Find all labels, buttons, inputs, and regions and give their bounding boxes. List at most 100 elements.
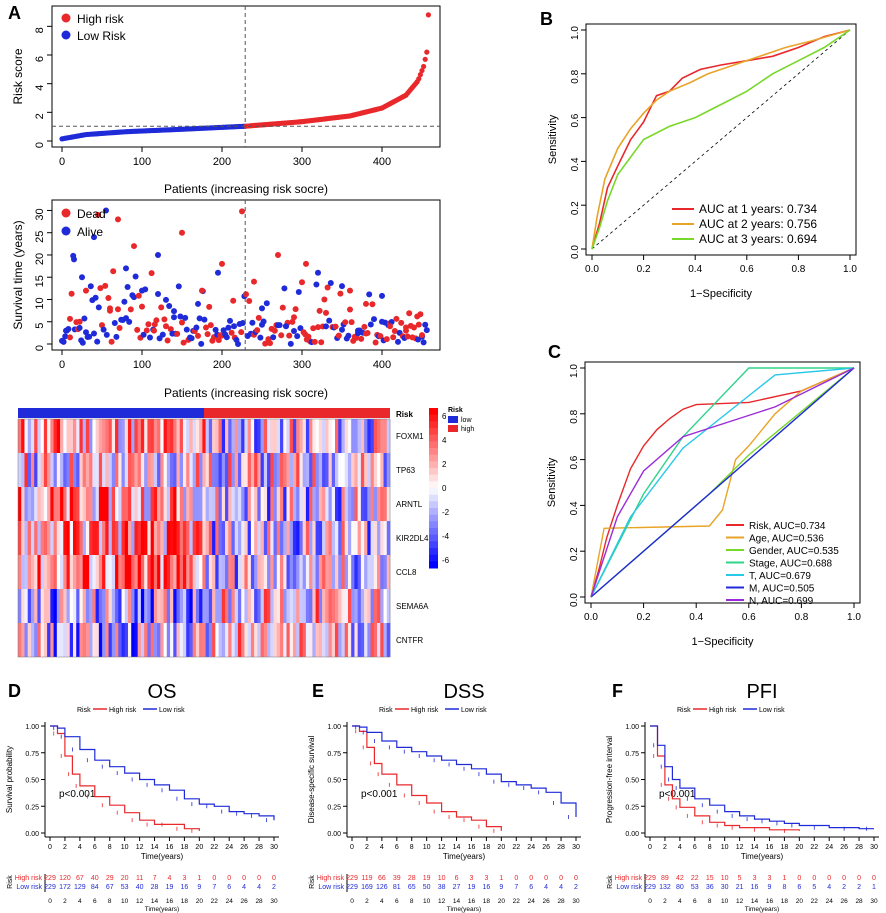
heatmap-cell [137, 623, 142, 657]
a2-legend-dead-label: Dead [77, 207, 106, 221]
a2-alive-point [147, 334, 153, 341]
a2-dead-point [116, 324, 123, 331]
f-risk-table-tick-label: 0 [648, 898, 652, 905]
heatmap-cell [370, 623, 375, 657]
heatmap-cell [250, 521, 255, 555]
heatmap-cell [267, 589, 271, 623]
b-x-axis-label: 1−Specificity [690, 288, 753, 300]
e-risk-table-cell: 27 [453, 884, 461, 891]
a2-dead-point [110, 268, 117, 275]
a2-x-tick-label: 0 [59, 359, 65, 371]
a2-alive-point [281, 285, 288, 292]
heatmap-cell [53, 555, 58, 589]
heatmap-cell [241, 419, 245, 453]
a3-colorbar-cell [429, 408, 438, 416]
f-risk-table-label: Risk [607, 875, 614, 889]
heatmap-cell [260, 521, 265, 555]
a2-dead-point [228, 329, 235, 336]
heatmap-cell [312, 555, 316, 589]
heatmap-cell [225, 487, 229, 521]
f-risk-table-cell: 4 [827, 884, 831, 891]
a2-dead-point [279, 304, 286, 311]
a1-risk-point [424, 49, 430, 55]
heatmap-cell [315, 623, 320, 657]
a2-y-tick-label: 15 [34, 275, 46, 287]
a2-alive-point [422, 321, 429, 328]
heatmap-cell [231, 453, 236, 487]
a2-alive-point [163, 296, 169, 303]
a2-dead-point [393, 315, 400, 322]
a2-dead-point [292, 306, 299, 313]
heatmap-cell [283, 623, 287, 657]
a2-alive-point [131, 294, 137, 301]
e-x-tick-label: 12 [438, 844, 446, 851]
a2-alive-point [259, 305, 265, 312]
e-legend-low-label: Low risk [461, 707, 487, 714]
heatmap-cell [47, 589, 51, 623]
heatmap-cell [289, 623, 294, 657]
d-risk-table-cell: 29 [106, 875, 114, 882]
panel-label-e: E [312, 681, 324, 701]
heatmap-cell [85, 623, 90, 657]
heatmap-cell [231, 521, 236, 555]
heatmap-cell [140, 521, 145, 555]
heatmap-cell [195, 419, 200, 453]
heatmap-cell [344, 419, 349, 453]
heatmap-cell [250, 555, 255, 589]
a2-dead-point [369, 301, 376, 308]
heatmap-cell [56, 623, 61, 657]
heatmap-cell [124, 555, 129, 589]
f-x-tick-label: 18 [781, 844, 789, 851]
heatmap-cell [79, 555, 84, 589]
heatmap-cell [118, 623, 122, 657]
heatmap-cell [118, 487, 122, 521]
a2-alive-point [91, 330, 97, 337]
d-risk-table-cell: 19 [166, 884, 174, 891]
panel-label-a: A [8, 3, 21, 23]
e-x-tick-label: 18 [483, 844, 491, 851]
heatmap-cell [34, 453, 38, 487]
a1-plot-frame [51, 5, 441, 148]
heatmap-cell [386, 623, 391, 657]
f-risk-table-cell: 3 [768, 875, 772, 882]
a2-alive-point [287, 340, 294, 347]
f-risk-table-cell: 0 [812, 875, 816, 882]
f-risk-table-tick-label: 26 [841, 898, 849, 905]
heatmap-cell [221, 555, 226, 589]
heatmap-cell [85, 555, 90, 589]
heatmap-cell [82, 521, 87, 555]
e-survival-curve [352, 725, 577, 817]
heatmap-cell [202, 623, 207, 657]
heatmap-cell [260, 623, 265, 657]
d-x-tick-label: 14 [151, 844, 159, 851]
heatmap-cell [360, 589, 365, 623]
a2-dead-point [299, 279, 305, 286]
a3-colorbar-tick-label: -2 [442, 508, 450, 517]
a2-dead-point [67, 334, 73, 341]
a2-dead-point [324, 284, 331, 291]
heatmap-cell [260, 419, 265, 453]
a3-colorbar-tick-label: 4 [442, 436, 447, 445]
e-survival-curve [352, 725, 502, 831]
d-survival-curve [50, 725, 275, 821]
heatmap-cell [354, 487, 359, 521]
heatmap-cell [380, 453, 384, 487]
heatmap-cell [30, 555, 35, 589]
heatmap-cell [53, 453, 58, 487]
heatmap-cell [370, 419, 375, 453]
a2-dead-point [67, 315, 73, 322]
heatmap-cell [289, 453, 294, 487]
d-x-tick-label: 26 [240, 844, 248, 851]
a3-risk-bar-high [204, 408, 390, 418]
heatmap-cell [153, 589, 158, 623]
f-legend-high-label: High risk [709, 707, 737, 714]
e-risk-table-cell: 28 [408, 875, 416, 882]
heatmap-cell [150, 419, 155, 453]
heatmap-cell [60, 623, 64, 657]
f-risk-table-tick-label: 28 [855, 898, 863, 905]
heatmap-cell [247, 623, 252, 657]
heatmap-cell [192, 555, 197, 589]
a3-risk-header: Risk [396, 410, 413, 419]
heatmap-cell [318, 453, 323, 487]
heatmap-cell [111, 555, 116, 589]
